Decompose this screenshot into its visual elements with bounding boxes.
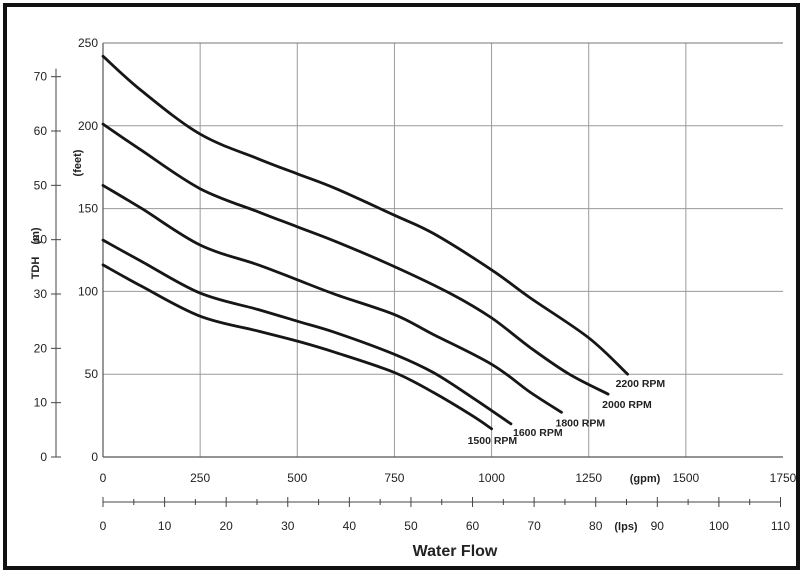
lps-tick-label: 110 bbox=[771, 519, 790, 533]
m-tick-label: 50 bbox=[34, 178, 48, 192]
lps-tick-label: 90 bbox=[651, 519, 665, 533]
lps-tick-label: 50 bbox=[404, 519, 418, 533]
series-label: 2000 RPM bbox=[602, 399, 652, 411]
gpm-tick-label: 750 bbox=[384, 471, 404, 485]
gpm-tick-label: 0 bbox=[100, 471, 107, 485]
lps-tick-label: 10 bbox=[158, 519, 172, 533]
lps-tick-label: 60 bbox=[466, 519, 480, 533]
series-label: 1600 RPM bbox=[513, 427, 563, 439]
lps-tick-label: 80 bbox=[589, 519, 603, 533]
y-axis-title: TDH bbox=[30, 257, 42, 280]
m-tick-label: 60 bbox=[34, 124, 48, 138]
series-label: 1500 RPM bbox=[468, 435, 518, 447]
gpm-tick-label: 1750 bbox=[770, 471, 797, 485]
series-line bbox=[101, 184, 563, 414]
m-tick-label: 70 bbox=[34, 70, 48, 84]
feet-tick-label: 250 bbox=[78, 36, 98, 50]
series-line bbox=[101, 263, 493, 431]
lps-tick-label: 70 bbox=[527, 519, 541, 533]
feet-tick-label: 150 bbox=[78, 202, 98, 216]
feet-tick-label: 0 bbox=[91, 450, 98, 464]
feet-tick-label: 100 bbox=[78, 284, 98, 298]
m-tick-label: 10 bbox=[34, 396, 48, 410]
series-line bbox=[101, 122, 610, 396]
series-line bbox=[101, 54, 629, 376]
series-line bbox=[101, 238, 513, 426]
gpm-tick-label: 1250 bbox=[575, 471, 602, 485]
feet-tick-label: 50 bbox=[85, 367, 99, 381]
m-tick-label: 30 bbox=[34, 287, 48, 301]
lps-tick-label: 20 bbox=[219, 519, 233, 533]
grid-layer bbox=[103, 42, 783, 457]
m-tick-label: 0 bbox=[40, 450, 47, 464]
chart-frame bbox=[3, 3, 800, 570]
m-unit-label: (m) bbox=[30, 227, 42, 244]
m-tick-label: 40 bbox=[34, 233, 48, 247]
lps-tick-label: 0 bbox=[100, 519, 107, 533]
lps-unit-label: (lps) bbox=[614, 521, 638, 533]
gpm-tick-label: 500 bbox=[287, 471, 307, 485]
gpm-tick-label: 1000 bbox=[478, 471, 505, 485]
gpm-tick-label: 250 bbox=[190, 471, 210, 485]
gpm-unit-label: (gpm) bbox=[630, 473, 661, 485]
x-axis-title: Water Flow bbox=[413, 543, 498, 560]
series-label: 1800 RPM bbox=[556, 417, 606, 429]
gpm-tick-label: 1500 bbox=[673, 471, 700, 485]
series-label: 2200 RPM bbox=[616, 378, 666, 390]
lps-tick-label: 40 bbox=[343, 519, 357, 533]
feet-tick-label: 200 bbox=[78, 119, 98, 133]
m-tick-label: 20 bbox=[34, 341, 48, 355]
feet-unit-label: (feet) bbox=[72, 149, 84, 176]
lps-tick-label: 30 bbox=[281, 519, 295, 533]
lps-tick-label: 100 bbox=[709, 519, 729, 533]
